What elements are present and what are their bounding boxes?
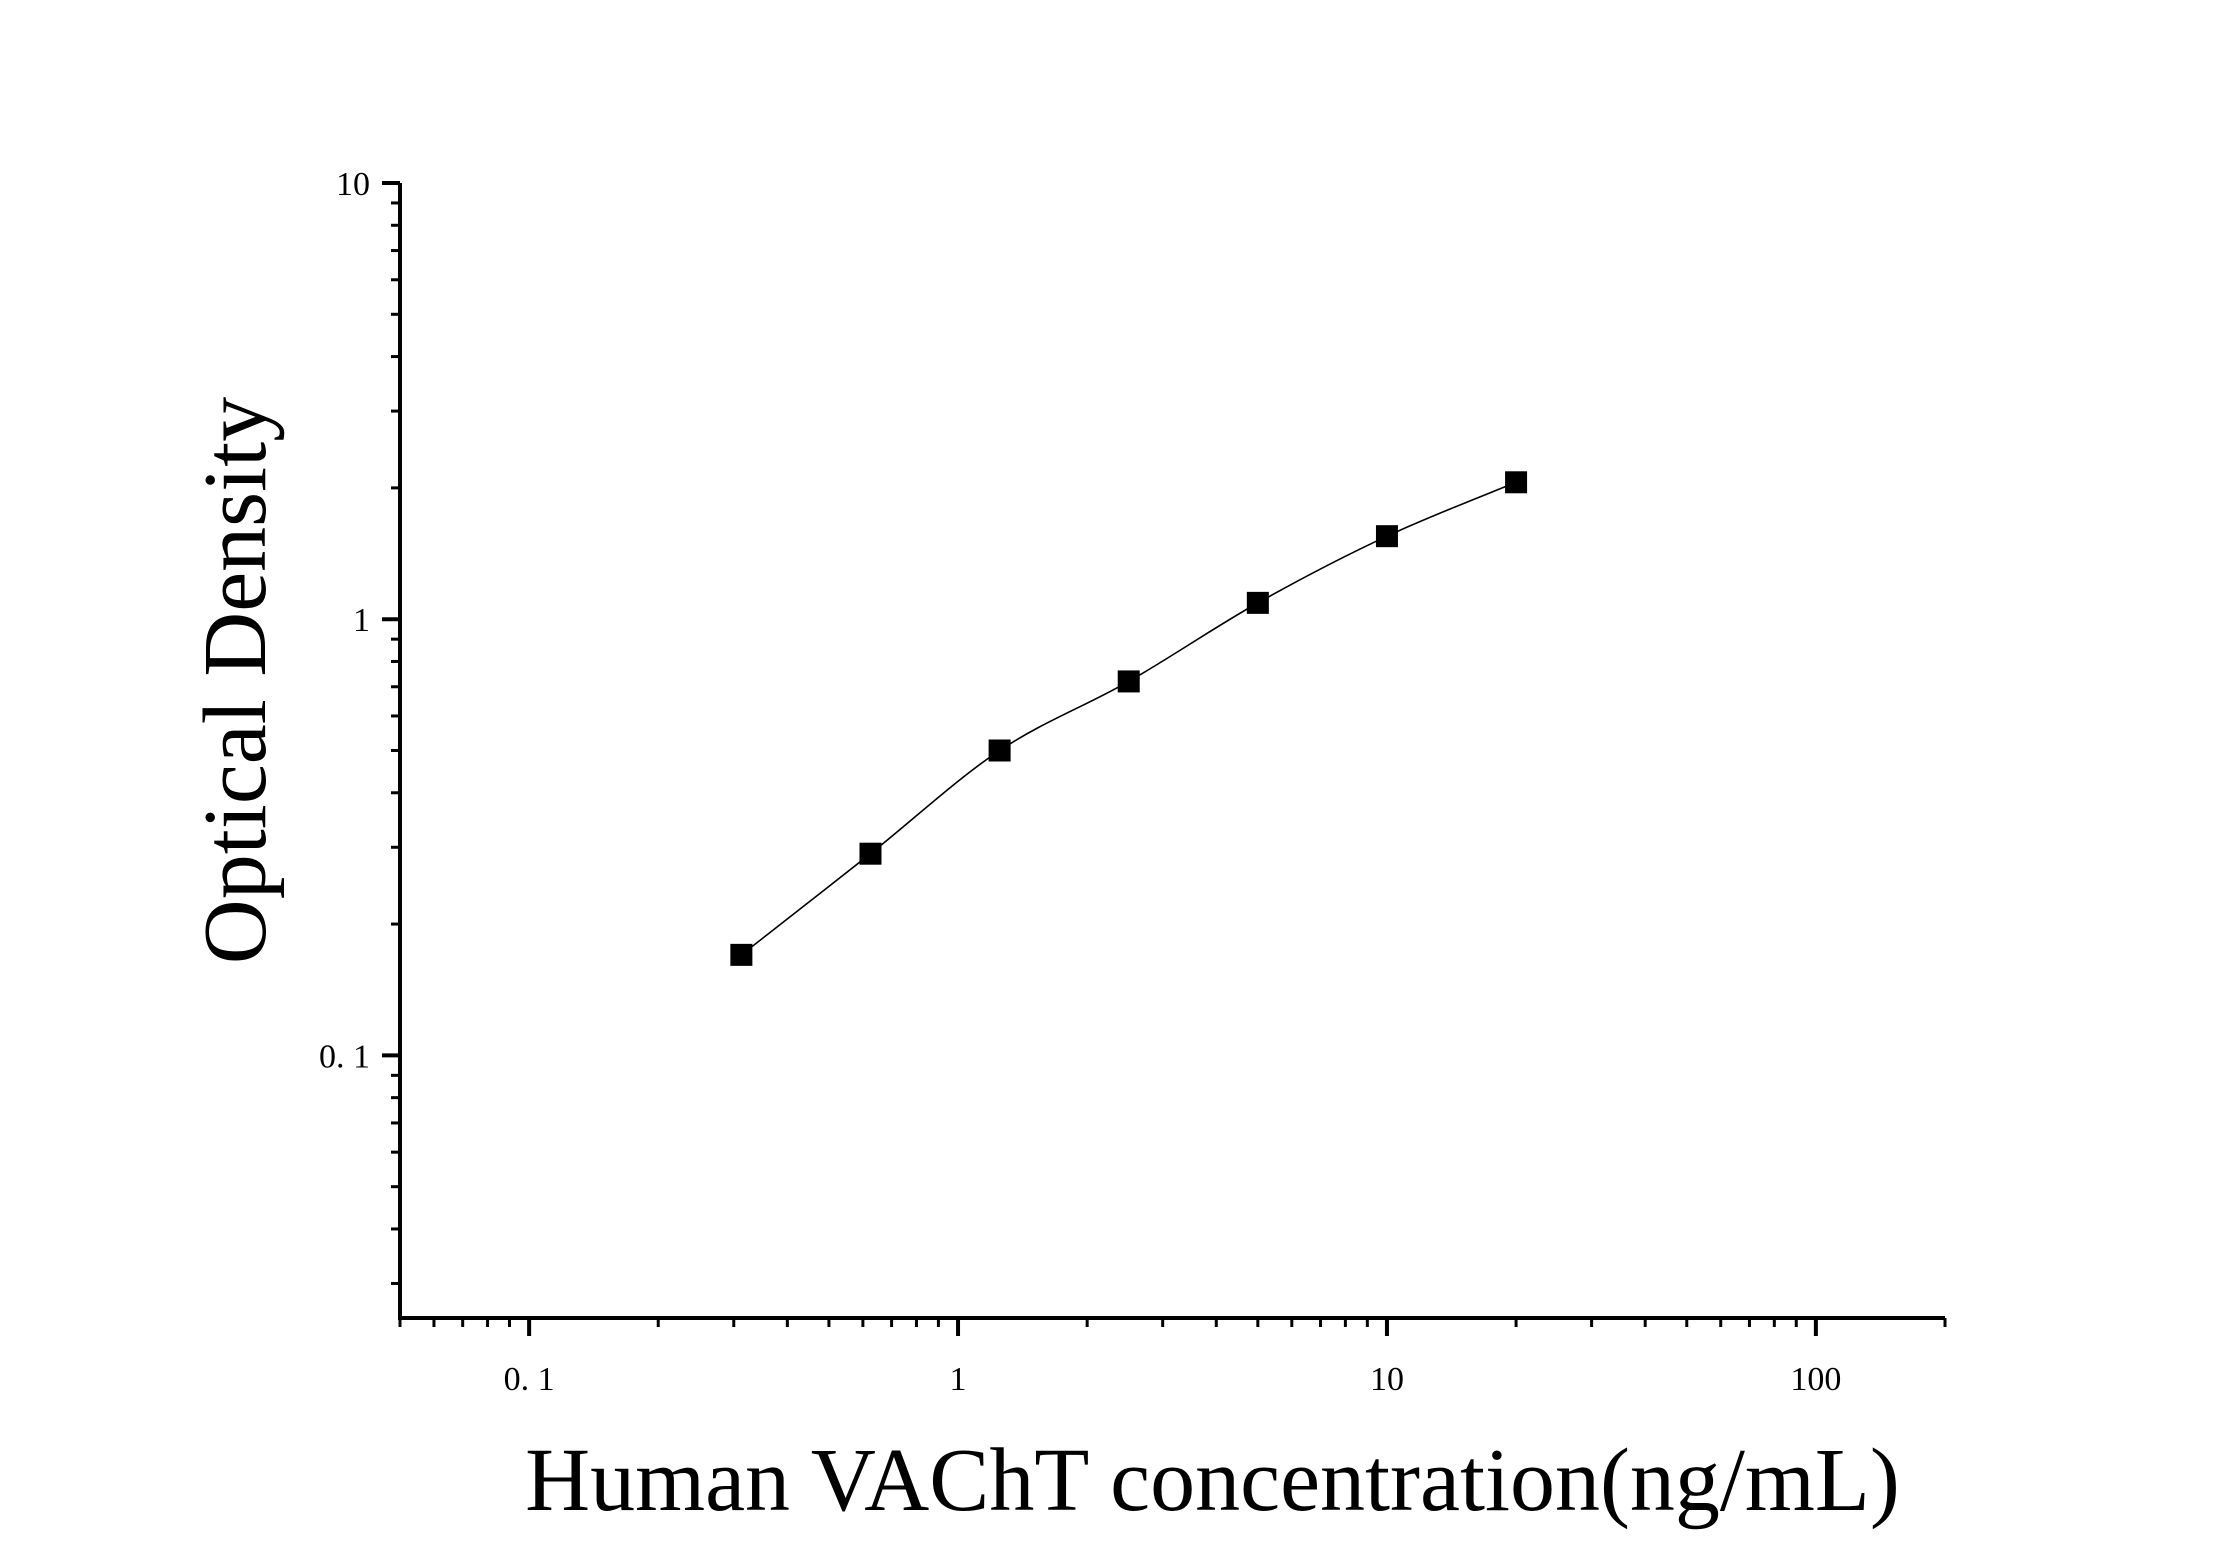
x-tick-label: 1: [950, 1361, 967, 1398]
y-axis-title: Optical Density: [186, 397, 285, 964]
data-point: [988, 739, 1011, 762]
x-tick-label: 100: [1790, 1361, 1841, 1398]
data-point: [1375, 525, 1398, 548]
y-tick-label: 1: [353, 602, 370, 639]
data-point: [1117, 670, 1140, 693]
data-point: [730, 943, 753, 966]
y-axis-tick-labels: 0. 1 1 10: [319, 166, 370, 1075]
data-point: [1246, 591, 1269, 614]
x-tick-label: 0. 1: [504, 1361, 555, 1398]
data-point: [859, 842, 882, 865]
x-tick-label: 10: [1370, 1361, 1404, 1398]
data-point: [1505, 471, 1528, 494]
x-axis-major-ticks: [527, 1318, 1818, 1336]
x-axis-tick-labels: 0. 1 1 10 100: [504, 1361, 1842, 1398]
y-axis-major-ticks: [382, 181, 400, 1058]
x-axis-minor-ticks: [398, 1318, 1947, 1327]
x-axis-title: Human VAChT concentration(ng/mL): [525, 1431, 1900, 1530]
y-tick-label: 0. 1: [319, 1038, 370, 1075]
data-points: [730, 471, 1528, 966]
y-tick-label: 10: [336, 166, 370, 203]
